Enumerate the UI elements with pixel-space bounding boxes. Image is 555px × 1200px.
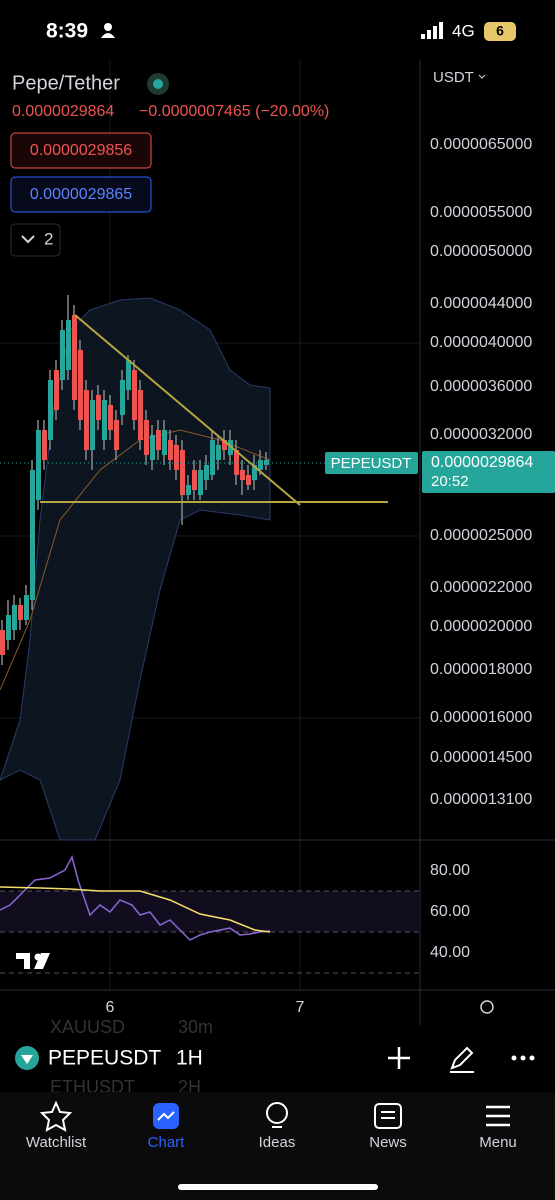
chevron — [478, 74, 486, 79]
signal — [421, 22, 443, 39]
menu-icon — [486, 1105, 510, 1127]
rsi-label: 80.00 — [430, 862, 470, 879]
news-icon — [374, 1103, 402, 1129]
chevron — [21, 235, 35, 244]
buy-price: 0.0000029865 — [30, 186, 132, 203]
nav-item[interactable]: Menu — [479, 1134, 517, 1151]
symbol-icon — [21, 1055, 33, 1064]
time-label: 7 — [296, 999, 305, 1016]
behind-symbol: XAUUSD — [50, 1017, 125, 1037]
price-label: 0.0000050000 — [430, 243, 532, 260]
network: 4G — [452, 21, 475, 40]
settings-icon[interactable] — [480, 1000, 494, 1014]
price-label: 0.0000016000 — [430, 709, 532, 726]
person-icon — [101, 33, 115, 38]
rsi-zone — [0, 891, 420, 932]
symbol-name: Pepe/Tether — [12, 72, 120, 94]
currency[interactable]: USDT — [433, 69, 474, 86]
behind-symbol: ETHUSDT — [50, 1077, 135, 1097]
symbol-tag-label: PEPEUSDT — [331, 455, 412, 472]
nav-item[interactable]: News — [369, 1134, 407, 1151]
rsi-ma — [0, 886, 271, 933]
nav-bar — [0, 1092, 555, 1200]
sell-button[interactable] — [10, 132, 152, 169]
indicators-toggle[interactable] — [10, 223, 61, 257]
last-price: 0.0000029864 — [431, 454, 533, 471]
behind-interval: 30m — [178, 1017, 213, 1037]
person-icon — [104, 23, 112, 31]
price-label: 0.0000020000 — [430, 618, 532, 635]
price-label: 0.0000032000 — [430, 426, 532, 443]
nav-item[interactable]: Chart — [148, 1134, 186, 1151]
tv-logo — [34, 953, 42, 961]
battery-level: 6 — [496, 23, 504, 39]
rsi-label: 60.00 — [430, 903, 470, 920]
battery — [484, 22, 516, 41]
watchlist-icon — [39, 1100, 73, 1132]
price-label: 0.0000018000 — [430, 661, 532, 678]
add-button[interactable] — [388, 1047, 410, 1069]
toolbar-interval[interactable]: 1H — [176, 1047, 203, 1070]
time: 8:39 — [46, 20, 88, 43]
price: 0.0000029864 — [12, 103, 114, 120]
chart-icon — [157, 1111, 175, 1121]
nav-item[interactable]: Watchlist — [26, 1134, 87, 1151]
nav-item[interactable]: Ideas — [259, 1134, 296, 1151]
more-button[interactable] — [511, 1055, 535, 1061]
trendline — [74, 314, 301, 506]
sell-price: 0.0000029856 — [30, 142, 132, 159]
symbol-tag — [325, 452, 418, 474]
rsi-label: 40.00 — [430, 944, 470, 961]
change: −0.0000007465 (−20.00%) — [139, 103, 329, 120]
countdown: 20:52 — [431, 473, 469, 490]
indicators-count: 2 — [44, 229, 53, 248]
price-label: 0.0000040000 — [430, 334, 532, 351]
price-label: 0.0000014500 — [430, 749, 532, 766]
price-label: 0.0000044000 — [430, 295, 532, 312]
time-label: 6 — [106, 999, 115, 1016]
home-indicator — [178, 1184, 378, 1190]
price-label: 0.0000065000 — [430, 136, 532, 153]
price-label: 0.0000013100 — [430, 791, 532, 808]
toolbar-symbol[interactable]: PEPEUSDT — [48, 1047, 161, 1070]
tv-logo — [16, 953, 50, 969]
last-price-tag — [422, 451, 555, 493]
behind-interval: 2H — [178, 1077, 201, 1097]
status-dot — [153, 79, 163, 89]
news-icon — [381, 1111, 395, 1119]
bollinger-basis — [0, 429, 271, 691]
price-label: 0.0000055000 — [430, 204, 532, 221]
rsi-line — [0, 854, 271, 941]
price-label: 0.0000025000 — [430, 527, 532, 544]
draw-button[interactable] — [450, 1046, 474, 1073]
buy-button[interactable] — [10, 176, 152, 213]
ideas-icon — [266, 1102, 288, 1124]
price-label: 0.0000036000 — [430, 378, 532, 395]
price-label: 0.0000022000 — [430, 579, 532, 596]
